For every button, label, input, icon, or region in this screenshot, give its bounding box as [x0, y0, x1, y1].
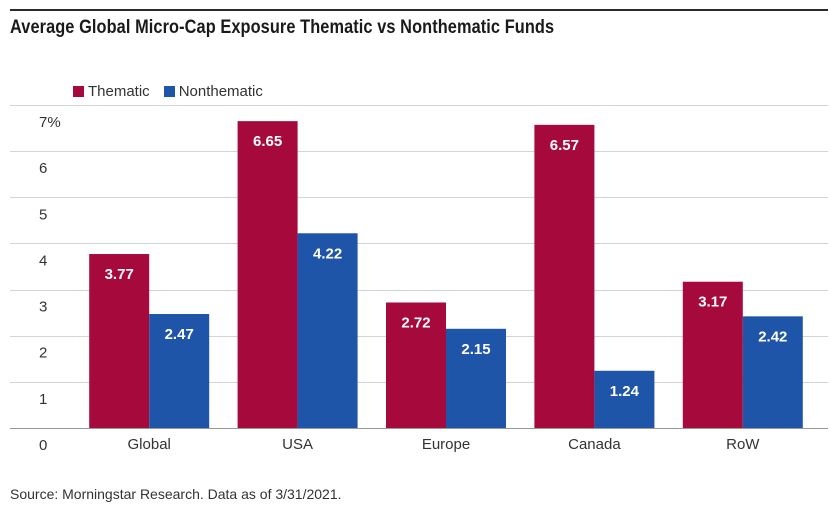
y-tick-label: 3	[39, 299, 47, 316]
y-tick-label: 4	[39, 252, 47, 269]
legend-label-nonthematic: Nonthematic	[178, 83, 263, 100]
x-tick-label: USA	[282, 436, 313, 453]
x-tick-label: RoW	[726, 436, 760, 453]
y-tick-label: 5	[39, 206, 47, 223]
bar-thematic-canada	[534, 124, 595, 428]
bar-nonthematic-row	[742, 316, 803, 428]
x-tick-label: Canada	[568, 436, 621, 453]
y-tick-label: 6	[39, 160, 47, 177]
data-label: 1.24	[610, 383, 640, 400]
data-label: 2.47	[165, 326, 194, 343]
chart-title: Average Global Micro-Cap Exposure Themat…	[10, 17, 555, 38]
legend-item-thematic: Thematic	[73, 83, 150, 100]
data-label: 3.77	[105, 266, 134, 283]
legend-swatch-nonthematic	[163, 86, 175, 97]
data-label: 3.17	[698, 294, 727, 311]
legend-item-nonthematic: Nonthematic	[163, 83, 263, 100]
x-tick-label: Global	[128, 436, 171, 453]
y-tick-label: 7%	[39, 114, 61, 131]
bar-nonthematic-global	[149, 314, 210, 428]
bar-nonthematic-canada	[594, 370, 655, 428]
data-label: 4.22	[313, 245, 342, 262]
data-label: 6.57	[550, 137, 579, 154]
data-label: 2.15	[461, 341, 490, 358]
y-tick-label: 0	[39, 437, 47, 454]
y-tick-label: 2	[39, 345, 47, 362]
bar-nonthematic-europe	[446, 328, 506, 428]
data-label: 2.72	[401, 314, 430, 331]
bar-thematic-europe	[386, 302, 446, 428]
legend-swatch-thematic	[73, 86, 84, 97]
data-label: 2.42	[758, 328, 787, 345]
bar-thematic-global	[89, 254, 150, 428]
top-rule	[10, 9, 828, 11]
legend: Thematic Nonthematic	[73, 83, 277, 100]
legend-label-thematic: Thematic	[88, 83, 150, 100]
x-tick-label: Europe	[422, 436, 470, 453]
bar-thematic-row	[682, 281, 743, 428]
y-tick-label: 1	[39, 391, 47, 408]
bar-chart: 0 1 2 3 4 5 6 7% 3.77 2.47 Global 6.65 4.22 USA 2.72 2.…	[10, 105, 828, 454]
data-label: 6.65	[253, 133, 282, 150]
bar-thematic-usa	[237, 121, 298, 429]
source-note: Source: Morningstar Research. Data as of…	[10, 486, 342, 502]
bar-nonthematic-usa	[297, 233, 358, 428]
